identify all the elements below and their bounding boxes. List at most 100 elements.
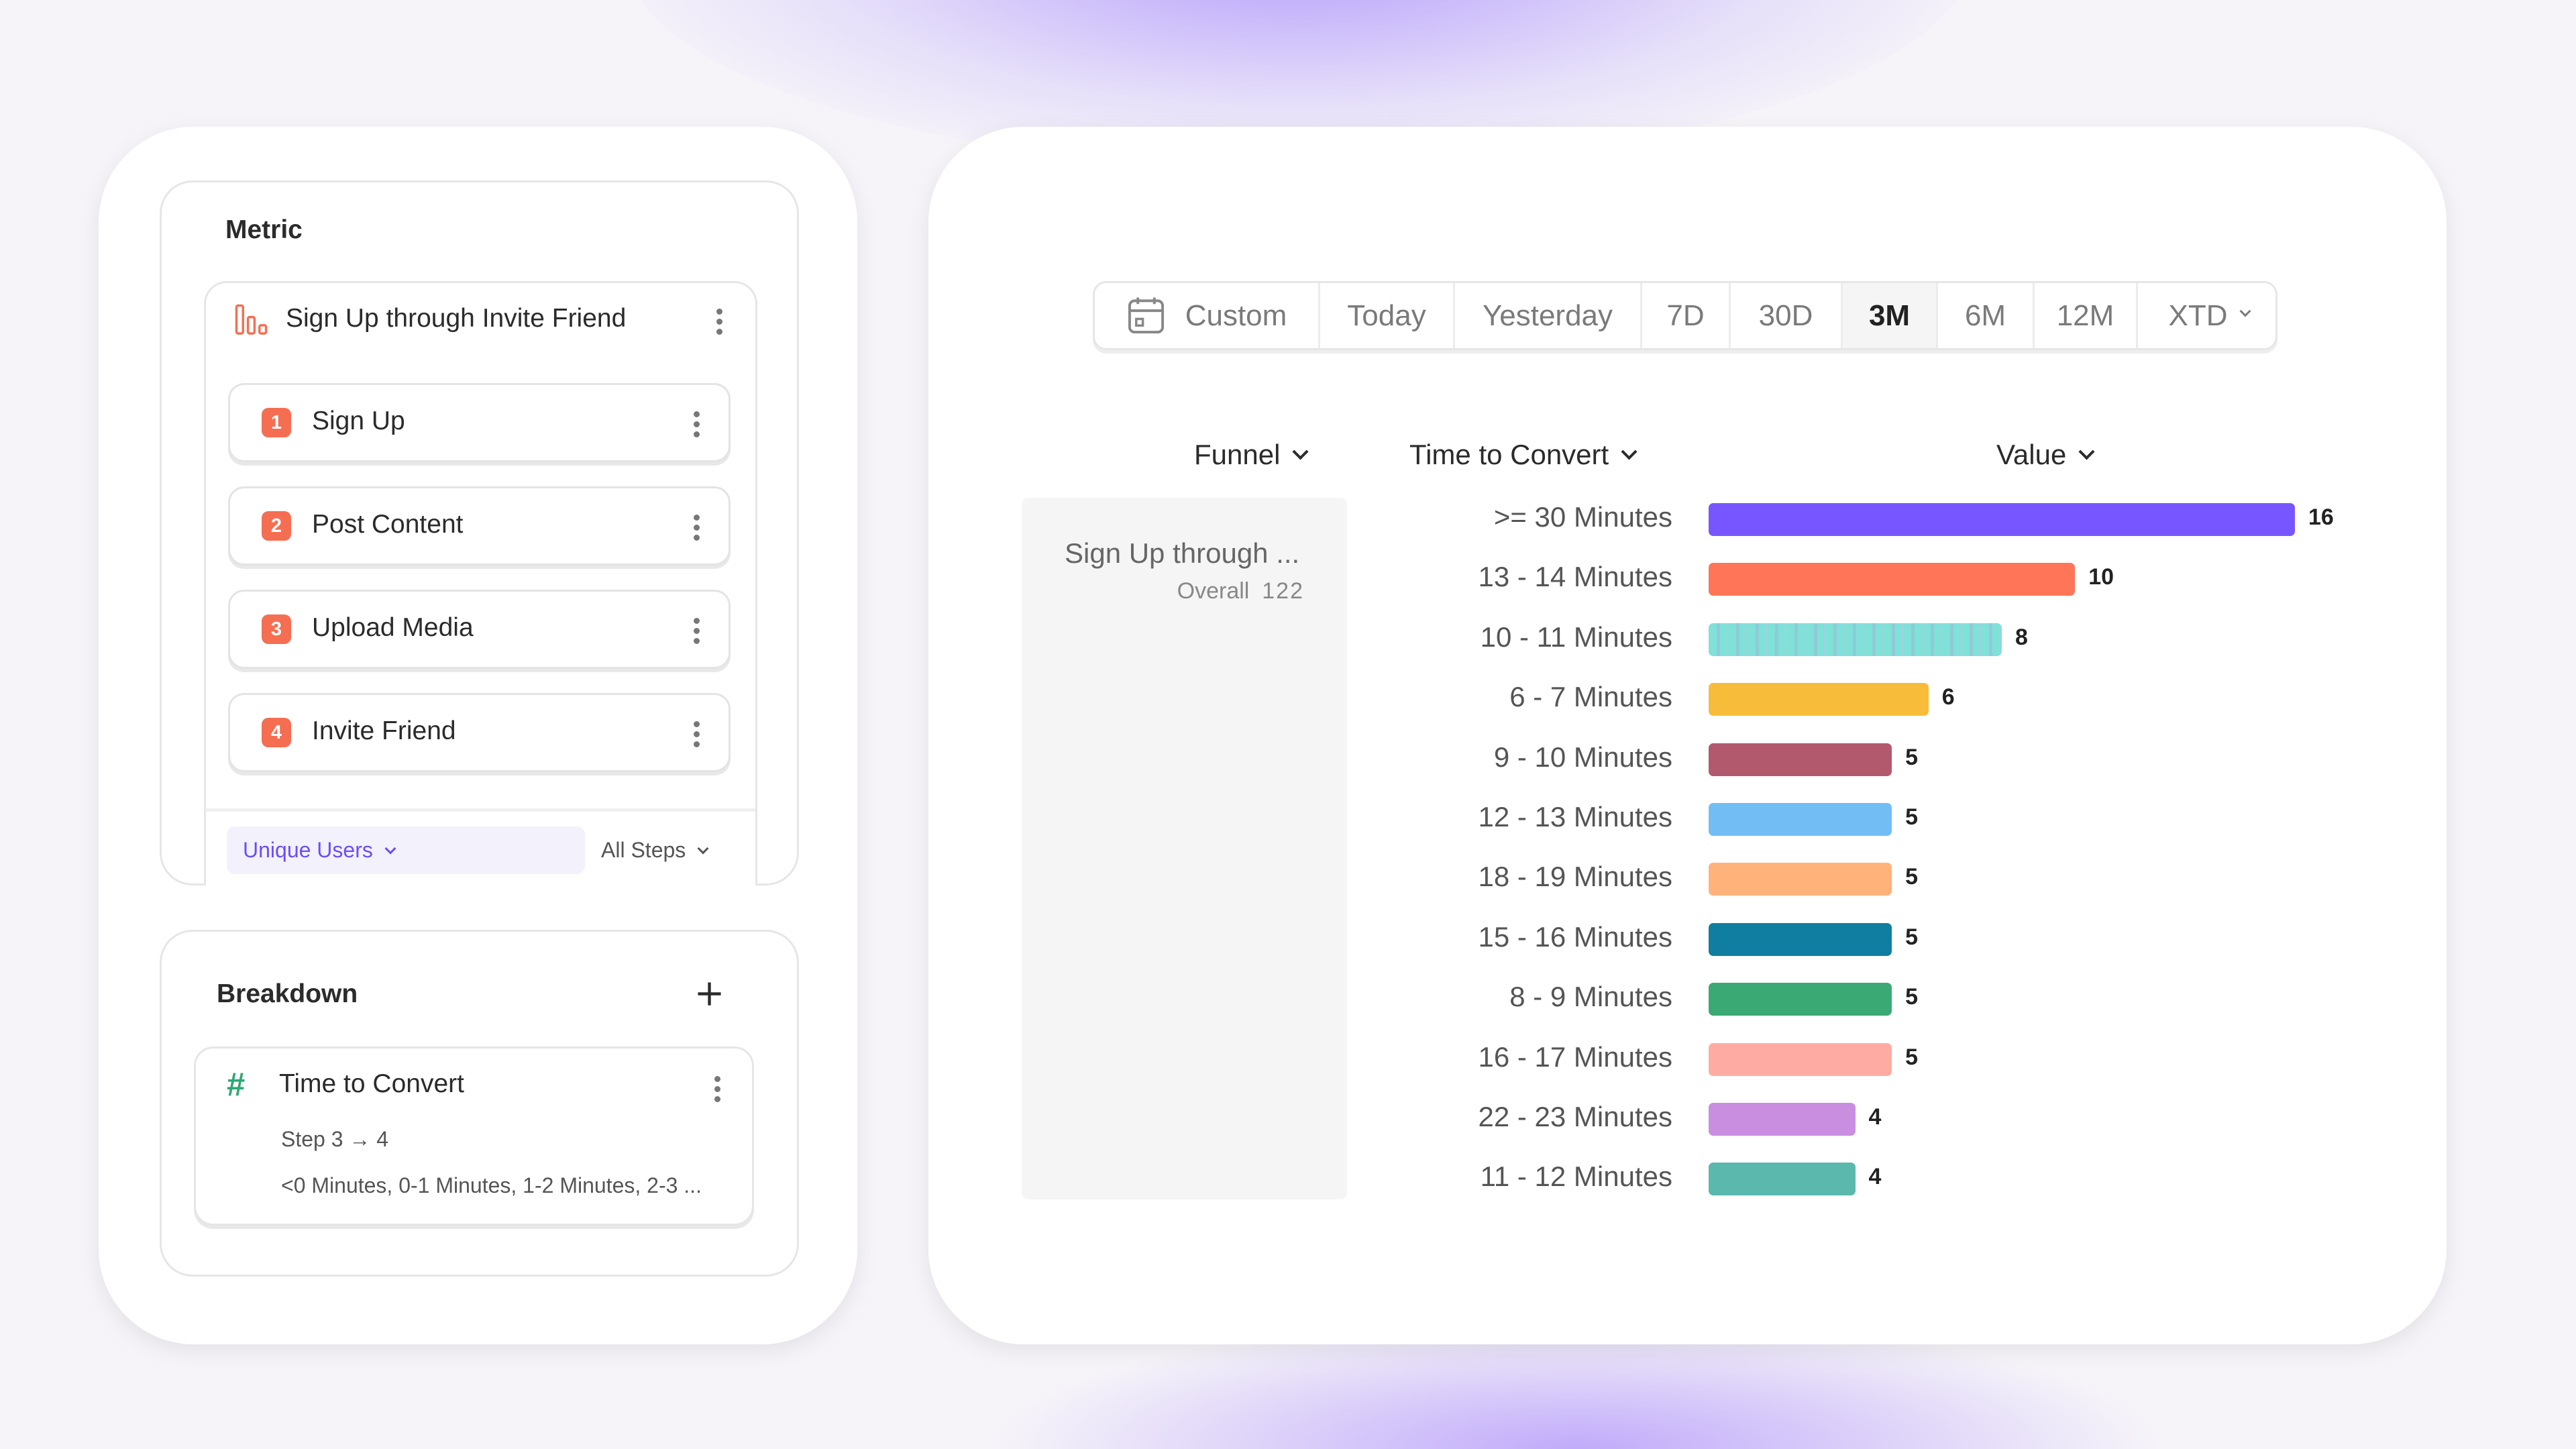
step-label: Sign Up: [312, 407, 405, 435]
bar[interactable]: [1709, 803, 1892, 836]
step-label: Upload Media: [312, 613, 474, 642]
chevron-down-icon: [1621, 443, 1638, 460]
hash-icon: #: [227, 1067, 246, 1103]
calendar-icon: [1128, 297, 1164, 334]
row-label: 9 - 10 Minutes: [1493, 741, 1672, 773]
date-option-label: 7D: [1666, 299, 1705, 332]
chevron-down-icon: [1292, 443, 1309, 460]
bar-value-label: 4: [1868, 1104, 1882, 1130]
date-option-label: Yesterday: [1482, 299, 1613, 332]
chevron-down-icon: [384, 843, 396, 855]
bar[interactable]: [1709, 743, 1892, 776]
row-label: 12 - 13 Minutes: [1478, 801, 1673, 833]
breakdown-values: <0 Minutes, 0-1 Minutes, 1-2 Minutes, 2-…: [281, 1173, 702, 1197]
step-number-badge: 4: [262, 718, 291, 747]
bar-value-label: 5: [1905, 744, 1919, 770]
date-option-6m[interactable]: 6M: [1938, 283, 2035, 348]
steps-filter-dropdown[interactable]: All Steps: [601, 838, 709, 863]
bar[interactable]: [1709, 1103, 1856, 1136]
date-option-label: 3M: [1868, 299, 1911, 332]
date-option-label: 30D: [1758, 299, 1813, 332]
date-option-label: 12M: [2056, 299, 2114, 332]
funnel-cell-overall: Overall 122: [1177, 578, 1304, 604]
row-label: 18 - 19 Minutes: [1478, 861, 1673, 893]
date-option-custom[interactable]: Custom: [1095, 283, 1320, 348]
date-option-30d[interactable]: 30D: [1731, 283, 1843, 348]
bar[interactable]: [1709, 683, 1929, 716]
date-option-label: XTD: [2168, 299, 2228, 332]
bar-value-label: 8: [2015, 624, 2028, 650]
chevron-down-icon: [2239, 305, 2251, 317]
row-label: 15 - 16 Minutes: [1478, 920, 1673, 953]
date-option-7d[interactable]: 7D: [1642, 283, 1731, 348]
bar[interactable]: [1709, 863, 1892, 896]
column-header-label: Value: [1996, 439, 2067, 470]
step-number-badge: 2: [262, 511, 291, 541]
step-more-icon[interactable]: [694, 411, 700, 437]
column-header-value[interactable]: Value: [1996, 439, 2095, 471]
column-header-breakdown[interactable]: Time to Convert: [1409, 439, 1638, 471]
funnel-step-1[interactable]: 1 Sign Up: [228, 383, 731, 462]
row-label: 11 - 12 Minutes: [1480, 1161, 1672, 1193]
step-more-icon[interactable]: [694, 721, 700, 747]
date-range-bar: Custom Today Yesterday 7D 30D 3M 6M 12M …: [1093, 281, 2277, 350]
funnel-more-icon[interactable]: [716, 309, 723, 335]
bar-value-label: 4: [1868, 1164, 1882, 1190]
funnel-step-4[interactable]: 4 Invite Friend: [228, 693, 731, 772]
bar[interactable]: [1709, 563, 2076, 596]
breakdown-item[interactable]: [194, 1046, 754, 1226]
funnel-name[interactable]: Sign Up through Invite Friend: [286, 304, 627, 333]
date-option-3m[interactable]: 3M: [1843, 283, 1938, 348]
bar-value-label: 16: [2308, 504, 2334, 530]
chevron-down-icon: [2078, 443, 2095, 460]
measure-label: Unique Users: [243, 838, 373, 862]
row-label: 22 - 23 Minutes: [1478, 1101, 1673, 1132]
chevron-down-icon: [697, 843, 709, 855]
step-label: Post Content: [312, 510, 464, 539]
breakdown-more-icon[interactable]: [714, 1076, 721, 1102]
row-label: 16 - 17 Minutes: [1478, 1040, 1673, 1073]
divider: [205, 808, 755, 812]
metric-heading: Metric: [225, 215, 303, 244]
breakdown-item-title: Time to Convert: [279, 1069, 464, 1098]
funnel-step-3[interactable]: 3 Upload Media: [228, 590, 731, 669]
step-more-icon[interactable]: [694, 515, 700, 541]
column-header-funnel[interactable]: Funnel: [1194, 439, 1309, 471]
bar[interactable]: [1709, 623, 2002, 656]
date-option-xtd[interactable]: XTD: [2138, 283, 2275, 348]
date-option-12m[interactable]: 12M: [2035, 283, 2138, 348]
bar-value-label: 10: [2088, 564, 2114, 590]
date-option-label: Today: [1347, 299, 1426, 332]
bar-value-label: 5: [1905, 984, 1919, 1010]
measure-dropdown[interactable]: Unique Users: [227, 826, 585, 874]
funnel-bars-icon: [235, 304, 268, 335]
column-header-label: Time to Convert: [1409, 439, 1609, 470]
row-label: 8 - 9 Minutes: [1509, 981, 1672, 1013]
row-label: 13 - 14 Minutes: [1478, 561, 1673, 593]
bar[interactable]: [1709, 503, 2295, 536]
funnel-cell[interactable]: Sign Up through ... Overall 122: [1022, 498, 1347, 1199]
overall-label: Overall: [1177, 578, 1250, 604]
plus-icon[interactable]: [696, 981, 722, 1007]
step-number-badge: 3: [262, 614, 291, 644]
step-more-icon[interactable]: [694, 618, 700, 644]
breakdown-step: Step 3 → 4: [281, 1127, 389, 1151]
bar[interactable]: [1709, 922, 1892, 956]
bar-value-label: 6: [1941, 684, 1955, 710]
funnel-step-2[interactable]: 2 Post Content: [228, 486, 731, 566]
date-option-label: 6M: [1964, 299, 2006, 332]
bar[interactable]: [1709, 1042, 1892, 1076]
overall-value: 122: [1262, 578, 1304, 604]
bar-value-label: 5: [1905, 804, 1919, 830]
row-label: >= 30 Minutes: [1493, 501, 1672, 533]
date-option-today[interactable]: Today: [1320, 283, 1455, 348]
funnel-cell-name: Sign Up through ...: [1065, 537, 1300, 569]
bar-value-label: 5: [1905, 924, 1919, 950]
bar[interactable]: [1709, 1163, 1856, 1196]
date-option-yesterday[interactable]: Yesterday: [1455, 283, 1642, 348]
steps-filter-label: All Steps: [601, 838, 686, 862]
row-label: 10 - 11 Minutes: [1480, 621, 1672, 653]
bar[interactable]: [1709, 983, 1892, 1016]
bar-value-label: 5: [1905, 1044, 1919, 1070]
